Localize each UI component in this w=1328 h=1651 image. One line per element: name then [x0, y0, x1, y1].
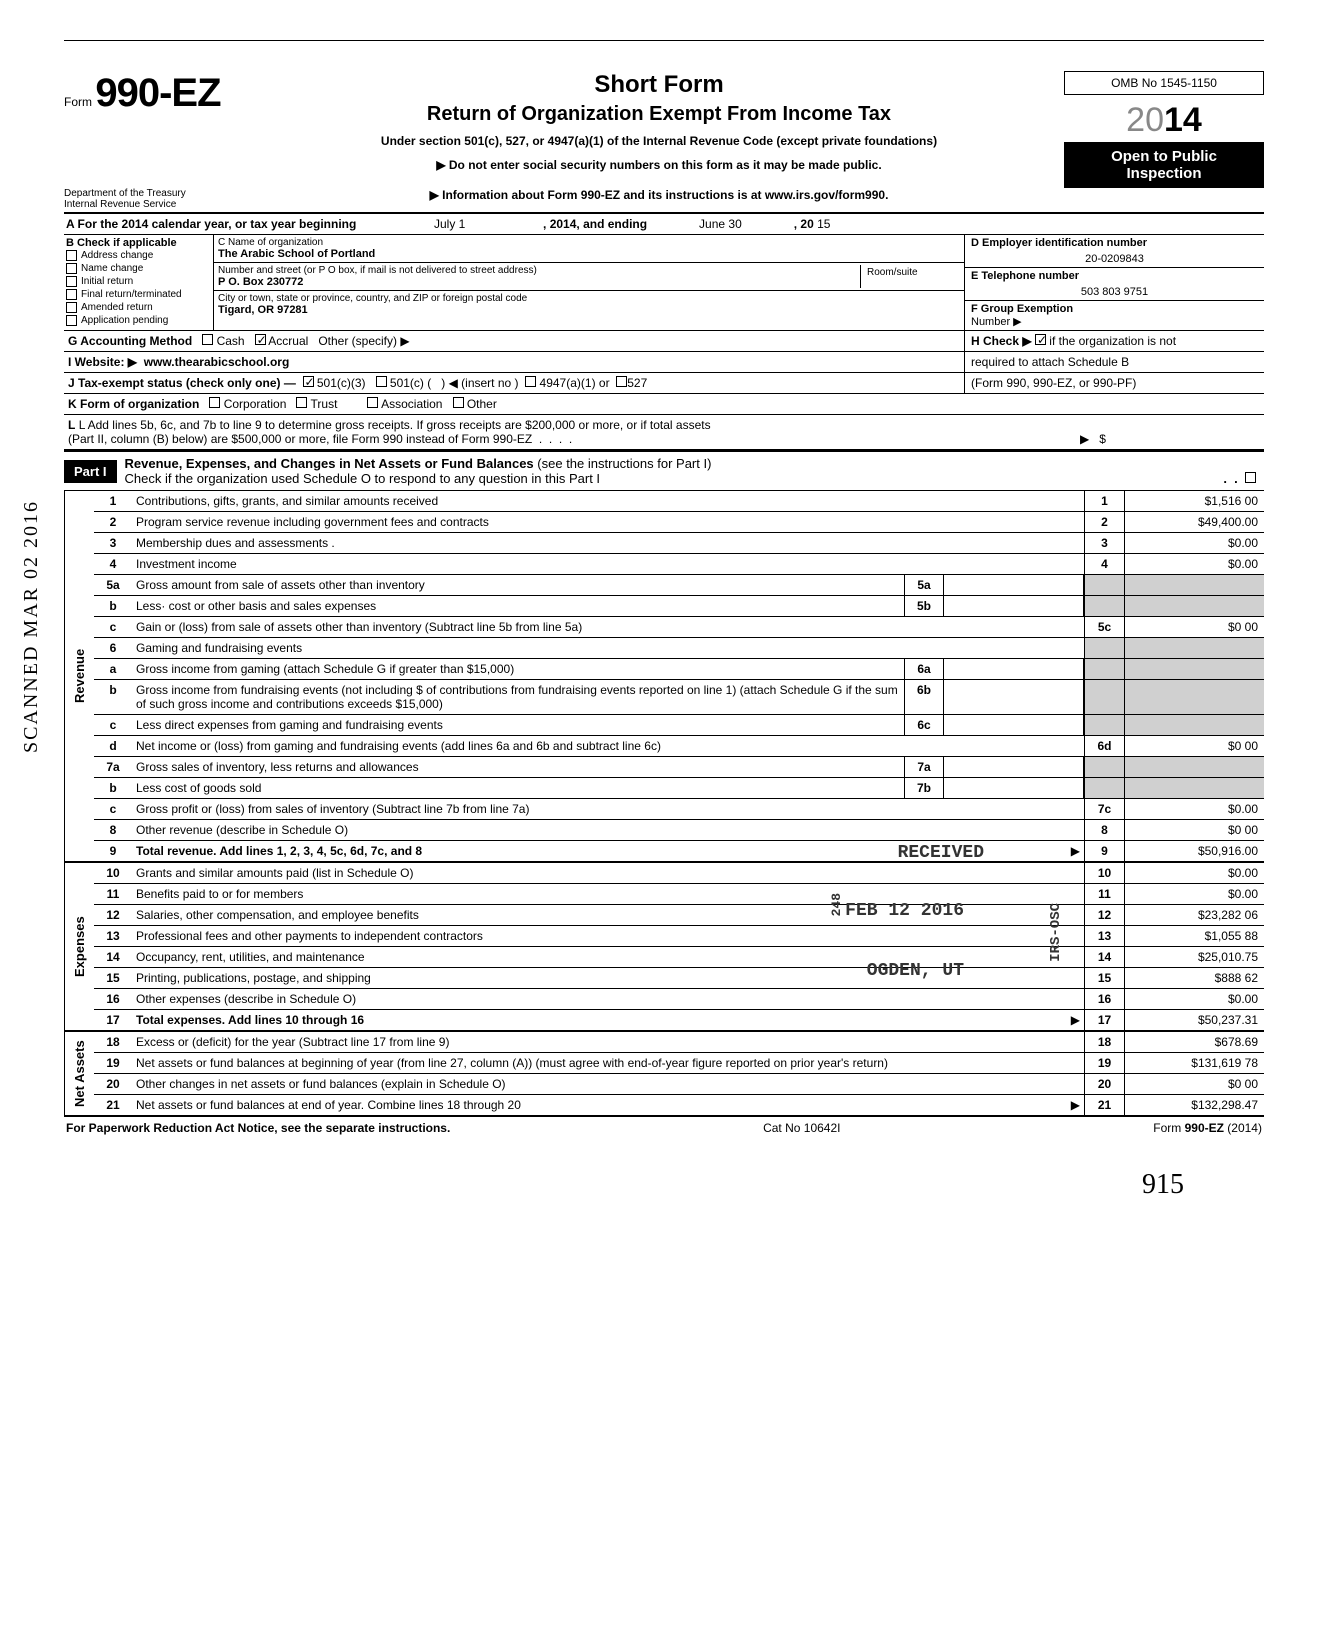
table-row: cGross profit or (loss) from sales of in…: [94, 799, 1264, 820]
line-k-form-org: K Form of organization Corporation Trust…: [64, 394, 1264, 415]
info-link: ▶ Information about Form 990-EZ and its …: [254, 188, 1064, 210]
line-h: H Check ▶ if the organization is not: [964, 331, 1264, 351]
chk-schedule-o[interactable]: [1245, 472, 1256, 483]
subtitle-ssn: ▶ Do not enter social security numbers o…: [254, 158, 1064, 172]
main-title: Return of Organization Exempt From Incom…: [254, 103, 1064, 126]
subtitle-code: Under section 501(c), 527, or 4947(a)(1)…: [254, 134, 1064, 148]
omb-number: OMB No 1545-1150: [1064, 71, 1264, 95]
chk-accrual[interactable]: [255, 334, 266, 345]
chk-h[interactable]: [1035, 334, 1046, 345]
stamp-scanned: SCANNED MAR 02 2016: [20, 500, 43, 753]
table-row: aGross income from gaming (attach Schedu…: [94, 659, 1264, 680]
table-row: 2Program service revenue including gover…: [94, 512, 1264, 533]
chk-501c3[interactable]: [303, 376, 314, 387]
form-number: Form 990-EZ: [64, 71, 254, 116]
line-h-cont2: (Form 990, 990-EZ, or 990-PF): [964, 373, 1264, 393]
table-row: 10Grants and similar amounts paid (list …: [94, 863, 1264, 884]
table-row: 8Other revenue (describe in Schedule O)8…: [94, 820, 1264, 841]
stamp-irs-osc: IRS-OSC: [1048, 903, 1064, 962]
open-to-public: Open to PublicInspection: [1064, 142, 1264, 188]
table-row: 12Salaries, other compensation, and empl…: [94, 905, 1264, 926]
line-h-cont: required to attach Schedule B: [964, 352, 1264, 372]
org-name: The Arabic School of Portland: [218, 248, 960, 260]
chk-trust[interactable]: [296, 397, 307, 408]
chk-501c[interactable]: [376, 376, 387, 387]
chk-initial-return[interactable]: [66, 276, 77, 287]
table-row: 17Total expenses. Add lines 10 through 1…: [94, 1010, 1264, 1030]
line-j-status: J Tax-exempt status (check only one) — 5…: [64, 373, 964, 393]
chk-other-org[interactable]: [453, 397, 464, 408]
tel-value: 503 803 9751: [971, 282, 1258, 298]
room-suite: Room/suite: [860, 265, 960, 288]
department: Department of the TreasuryInternal Reven…: [64, 188, 254, 210]
table-row: 14Occupancy, rent, utilities, and mainte…: [94, 947, 1264, 968]
ein-label: D Employer identification number: [971, 237, 1147, 249]
stamp-date: FEB 12 2016: [845, 901, 964, 921]
line-g-accounting: G Accounting Method Cash Accrual Other (…: [64, 331, 964, 351]
city-label: City or town, state or province, country…: [218, 293, 960, 304]
table-row: 20Other changes in net assets or fund ba…: [94, 1074, 1264, 1095]
table-row: 3Membership dues and assessments .3$0.00: [94, 533, 1264, 554]
table-row: 1Contributions, gifts, grants, and simil…: [94, 491, 1264, 512]
tax-year: 2014: [1064, 99, 1264, 142]
chk-final-return[interactable]: [66, 289, 77, 300]
table-row: 18Excess or (deficit) for the year (Subt…: [94, 1032, 1264, 1053]
expenses-side-label: Expenses: [64, 863, 94, 1030]
table-row: 9Total revenue. Add lines 1, 2, 3, 4, 5c…: [94, 841, 1264, 861]
table-row: dNet income or (loss) from gaming and fu…: [94, 736, 1264, 757]
chk-4947[interactable]: [525, 376, 536, 387]
table-row: 16Other expenses (describe in Schedule O…: [94, 989, 1264, 1010]
line-i-website: I Website: ▶ www.thearabicschool.org: [64, 352, 964, 372]
footer-left: For Paperwork Reduction Act Notice, see …: [66, 1121, 450, 1135]
addr-value: P O. Box 230772: [218, 276, 860, 288]
city-value: Tigard, OR 97281: [218, 304, 960, 316]
stamp-ogden: OGDEN, UT: [867, 961, 964, 981]
chk-cash[interactable]: [202, 334, 213, 345]
signature: 915: [64, 1169, 1264, 1201]
stamp-received: RECEIVED: [898, 843, 984, 863]
table-row: 21Net assets or fund balances at end of …: [94, 1095, 1264, 1115]
group-exemption-label: F Group ExemptionNumber ▶: [971, 303, 1073, 328]
chk-pending[interactable]: [66, 315, 77, 326]
stamp-248: 248: [829, 893, 844, 916]
chk-corp[interactable]: [209, 397, 220, 408]
chk-address-change[interactable]: [66, 250, 77, 261]
table-row: bLess cost of goods sold7b: [94, 778, 1264, 799]
chk-assoc[interactable]: [367, 397, 378, 408]
netassets-side-label: Net Assets: [64, 1032, 94, 1115]
table-row: 11Benefits paid to or for members11$0.00: [94, 884, 1264, 905]
line-a-tax-year: A For the 2014 calendar year, or tax yea…: [64, 214, 1264, 235]
ein-value: 20-0209843: [971, 249, 1258, 265]
chk-amended[interactable]: [66, 302, 77, 313]
table-row: 13Professional fees and other payments t…: [94, 926, 1264, 947]
footer-cat: Cat No 10642I: [763, 1121, 840, 1135]
chk-name-change[interactable]: [66, 263, 77, 274]
table-row: bLess· cost or other basis and sales exp…: [94, 596, 1264, 617]
part-1-title: Revenue, Expenses, and Changes in Net As…: [117, 452, 1264, 490]
chk-527[interactable]: [616, 376, 627, 387]
org-name-label: C Name of organization: [218, 237, 960, 248]
table-row: bGross income from fundraising events (n…: [94, 680, 1264, 715]
table-row: 6Gaming and fundraising events: [94, 638, 1264, 659]
revenue-side-label: Revenue: [64, 491, 94, 861]
table-row: 15Printing, publications, postage, and s…: [94, 968, 1264, 989]
table-row: cLess direct expenses from gaming and fu…: [94, 715, 1264, 736]
addr-label: Number and street (or P O box, if mail i…: [218, 265, 860, 276]
col-b-checkboxes: B Check if applicable Address change Nam…: [64, 235, 214, 330]
table-row: cGain or (loss) from sale of assets othe…: [94, 617, 1264, 638]
table-row: 5aGross amount from sale of assets other…: [94, 575, 1264, 596]
part-1-label: Part I: [64, 460, 117, 483]
footer-form: Form 990-EZ (2014): [1153, 1121, 1262, 1135]
table-row: 4Investment income4$0.00: [94, 554, 1264, 575]
table-row: 7aGross sales of inventory, less returns…: [94, 757, 1264, 778]
line-l: L L Add lines 5b, 6c, and 7b to line 9 t…: [64, 415, 1264, 450]
table-row: 19Net assets or fund balances at beginni…: [94, 1053, 1264, 1074]
tel-label: E Telephone number: [971, 270, 1079, 282]
short-form-title: Short Form: [254, 71, 1064, 99]
